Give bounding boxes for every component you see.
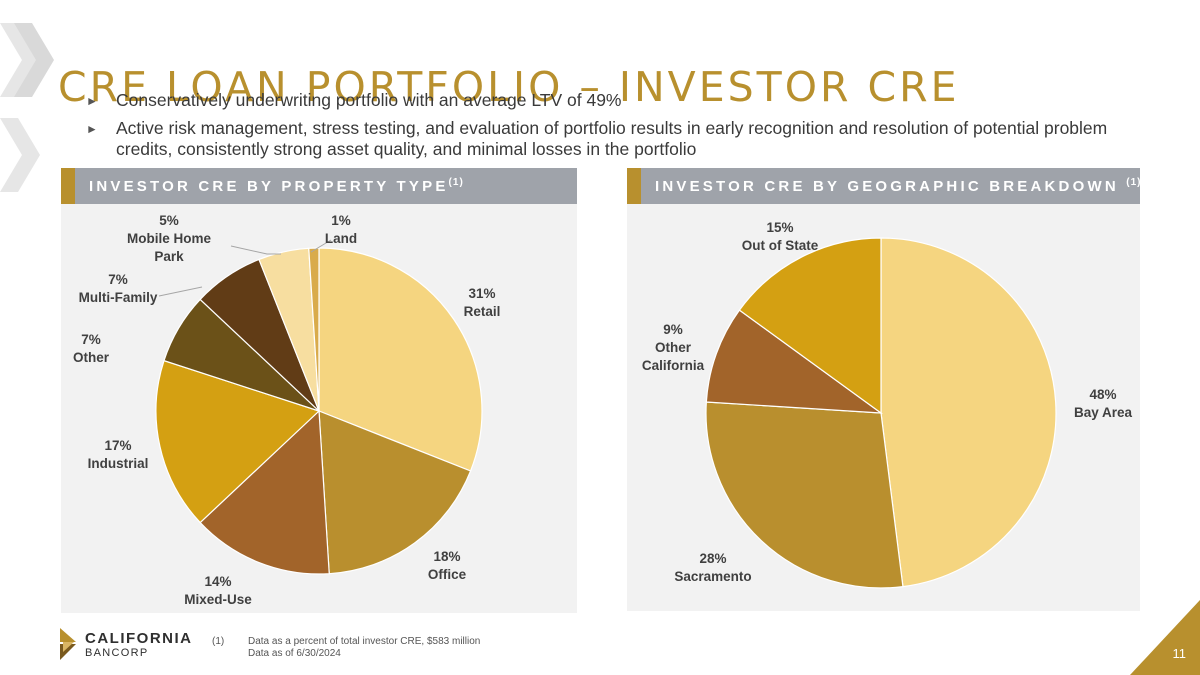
pie-slice-other-california — [705, 309, 884, 414]
pie-slice-sacramento — [705, 401, 904, 589]
pie-slice-mixed-use — [199, 409, 330, 575]
bullet-arrow-icon: ► — [86, 122, 98, 136]
geographic-header: INVESTOR CRE BY GEOGRAPHIC BREAKDOWN (1) — [627, 168, 1140, 204]
bullet-list: ► Conservatively underwriting portfolio w… — [86, 90, 1146, 167]
leader-line — [310, 239, 332, 253]
pie-label-industrial: 17% Industrial — [88, 438, 149, 471]
pie-slice-retail — [318, 247, 483, 472]
pie-label-sacramento: 28% Sacramento — [674, 551, 751, 584]
property-type-panel: INVESTOR CRE BY PROPERTY TYPE(1) 31% Reta… — [61, 168, 577, 613]
pie-label-mixed-use: 14% Mixed-Use — [184, 574, 252, 607]
property-type-header: INVESTOR CRE BY PROPERTY TYPE(1) — [61, 168, 577, 204]
header-accent — [627, 168, 641, 204]
pie-slice-out-of-state — [738, 237, 882, 415]
page-corner — [1130, 600, 1200, 675]
footnote-ref: (1) — [448, 177, 464, 188]
logo-name: CALIFORNIA — [85, 630, 193, 647]
property-type-pie-chart: 31% Retail 18% Office 14% Mixed-Use 17% Industr… — [73, 213, 501, 607]
bullet-item: ► Conservatively underwriting portfolio w… — [86, 90, 1146, 111]
california-bancorp-logo-icon — [60, 628, 76, 660]
header-accent — [61, 168, 75, 204]
pie-slice-office — [318, 410, 472, 575]
footnote-text: Data as a percent of total investor CRE,… — [248, 636, 480, 660]
logo-subtitle: BANCORP — [85, 647, 149, 659]
bullet-item: ► Active risk management, stress testing,… — [86, 118, 1146, 160]
geographic-panel: INVESTOR CRE BY GEOGRAPHIC BREAKDOWN (1)… — [627, 168, 1140, 611]
footnote-line: Data as of 6/30/2024 — [248, 648, 341, 659]
bullet-arrow-icon: ► — [86, 94, 98, 108]
footnote-ref: (1) — [1126, 177, 1142, 188]
pie-label-other-california: 9% Other California — [642, 322, 705, 373]
bullet-text: Conservatively underwriting portfolio wi… — [116, 90, 622, 110]
pie-label-office: 18% Office — [428, 549, 467, 582]
pie-slice-bay-area — [880, 237, 1057, 588]
pie-slice-industrial — [155, 359, 321, 524]
decorative-chevrons — [0, 23, 54, 192]
bullet-text: Active risk management, stress testing, … — [116, 118, 1108, 159]
footnote-line: Data as a percent of total investor CRE,… — [248, 636, 481, 647]
property-type-title: INVESTOR CRE BY PROPERTY TYPE — [89, 178, 449, 195]
leader-line — [230, 245, 281, 255]
geographic-title: INVESTOR CRE BY GEOGRAPHIC BREAKDOWN — [655, 178, 1119, 195]
pie-label-retail: 31% Retail — [464, 286, 501, 319]
page-number: 11 — [1172, 646, 1187, 661]
pie-label-mobile-home-park: 5% Mobile Home Park — [127, 213, 211, 264]
pie-slice-land — [308, 247, 320, 412]
page-title: CRE LOAN PORTFOLIO – INVESTOR CRE — [58, 63, 960, 112]
footnote-number: (1) — [212, 636, 225, 647]
pie-label-multi-family: 7% Multi-Family — [79, 272, 158, 305]
pie-label-bay-area: 48% Bay Area — [1074, 387, 1133, 420]
pie-label-land: 1% Land — [325, 213, 357, 246]
pie-label-other: 7% Other — [73, 332, 110, 365]
geographic-pie-chart: 48% Bay Area 28% Sacramento 9% Other Californi… — [642, 220, 1133, 589]
pie-label-out-of-state: 15% Out of State — [742, 220, 819, 253]
leader-line — [158, 286, 203, 297]
